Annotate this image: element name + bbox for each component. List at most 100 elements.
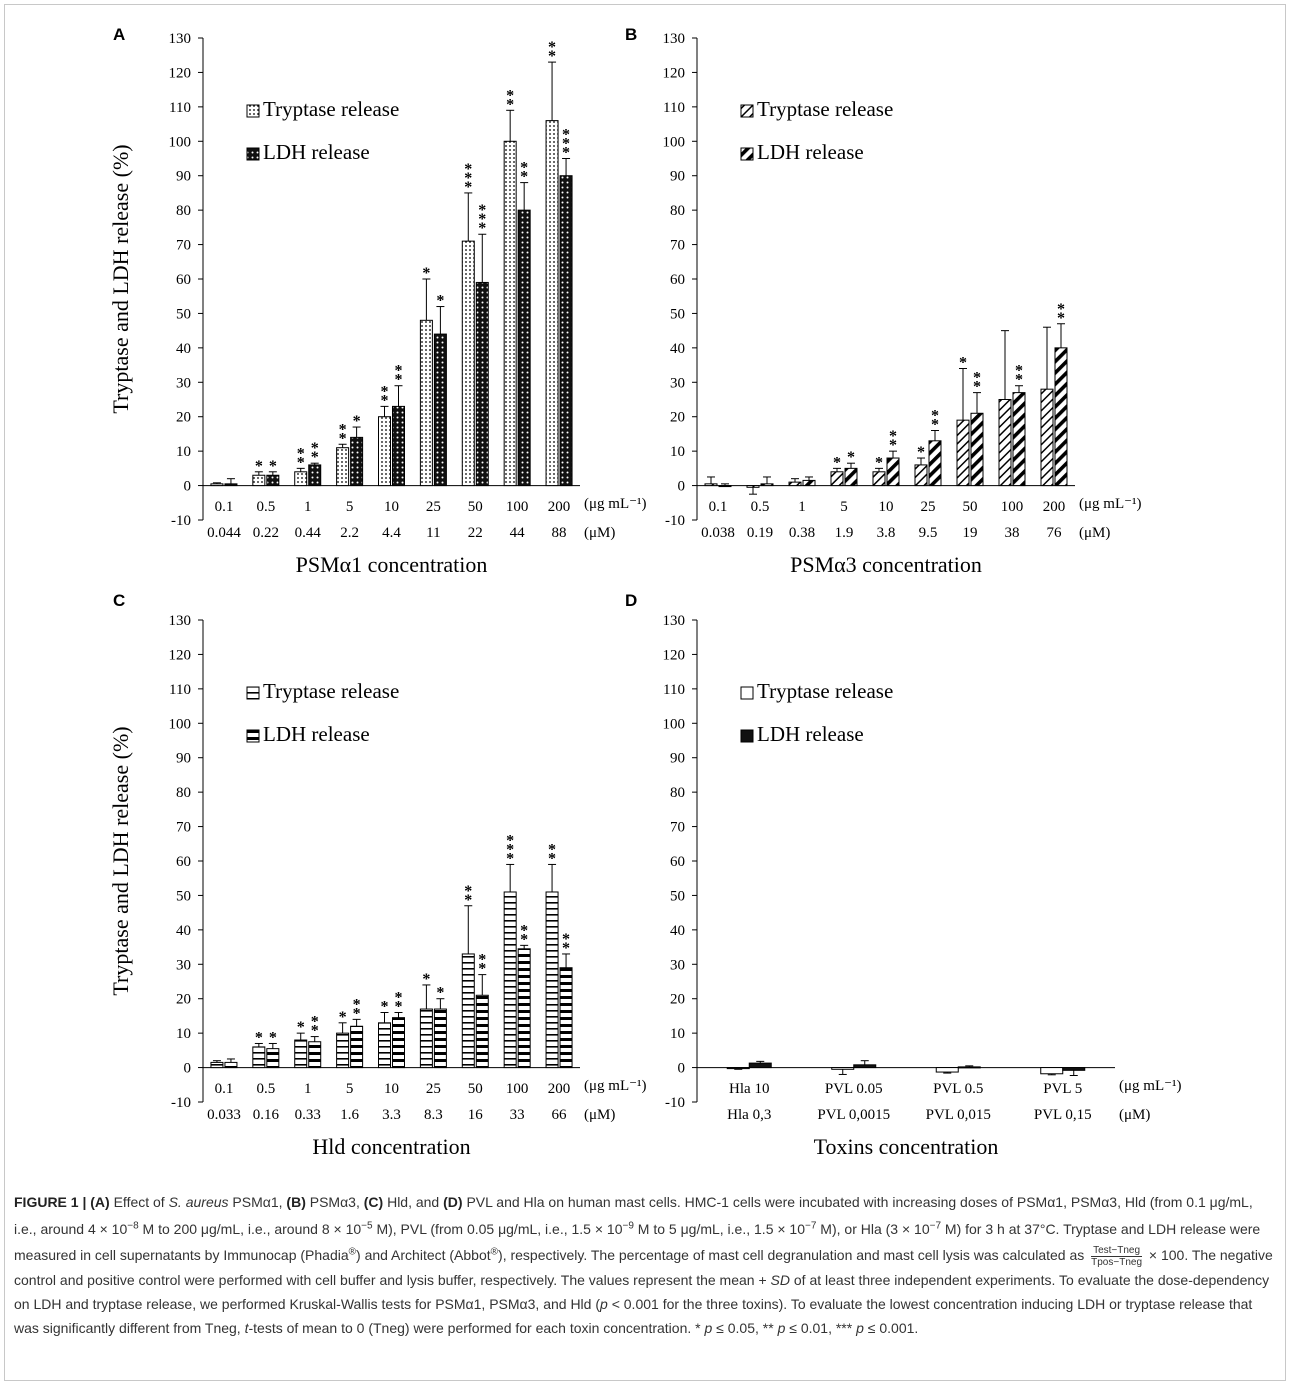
legend-label: LDH release	[263, 140, 370, 164]
x-tick-label: 0.5	[751, 499, 770, 515]
x-tick-label-molar: 0.033	[207, 1107, 241, 1123]
figure-frame	[4, 4, 1286, 1381]
unit-molar: (μM)	[584, 1107, 615, 1123]
significance-stars: *	[255, 458, 263, 475]
significance-stars: *	[381, 998, 389, 1015]
y-tick-label: 30	[670, 375, 685, 391]
caption-fragment: ®	[348, 1246, 357, 1258]
bar-ldh	[517, 209, 531, 487]
y-tick-label: 70	[176, 820, 191, 836]
x-tick-label: 0.1	[215, 1081, 234, 1097]
y-tick-label: 80	[176, 203, 191, 219]
bar-tryptase	[336, 447, 350, 487]
x-tick-label: 0.5	[256, 499, 275, 515]
x-tick-label: 25	[426, 499, 441, 515]
bar-ldh	[886, 457, 900, 487]
x-tick-label-molar: 11	[426, 525, 440, 541]
significance-stars: *	[917, 444, 925, 461]
y-tick-label: 110	[663, 100, 685, 116]
caption-fragment: < 0.001 for the three toxins). To evalua…	[14, 1296, 1253, 1337]
y-axis-label: Tryptase and LDH release (%)	[108, 144, 133, 413]
significance-stars: *	[562, 127, 570, 144]
caption-fragment: ), respectively. The percentage of mast …	[498, 1247, 1089, 1264]
x-tick-label: 100	[506, 1081, 529, 1097]
caption-fragment: ≤ 0.001.	[863, 1320, 919, 1337]
y-tick-label: 60	[670, 272, 685, 288]
significance-stars: *	[973, 379, 981, 396]
legend-swatch	[740, 104, 754, 118]
x-tick-label-molar: 66	[552, 1107, 568, 1123]
significance-stars: *	[395, 363, 403, 380]
bar-ldh	[350, 436, 364, 487]
caption-fragment: M), PVL (from 0.05 μg/mL, i.e., 1.5 × 10	[372, 1220, 623, 1237]
x-tick-label: 0.1	[215, 499, 234, 515]
y-axis-label: Tryptase and LDH release (%)	[108, 726, 133, 995]
panel-letter: A	[113, 25, 125, 44]
significance-stars: *	[1057, 310, 1065, 327]
legend-label: Tryptase release	[757, 679, 893, 703]
bar-tryptase	[1040, 1067, 1064, 1075]
y-tick-label: 0	[184, 479, 192, 495]
y-tick-label: 90	[670, 751, 685, 767]
bar-ldh	[853, 1064, 877, 1069]
x-tick-label: 25	[921, 499, 936, 515]
significance-stars: *	[520, 169, 528, 186]
x-tick-label: 10	[384, 499, 399, 515]
caption-fragment: p	[600, 1296, 608, 1313]
x-tick-label: 0.1	[709, 499, 728, 515]
y-tick-label: 50	[176, 888, 191, 904]
x-tick-label-molar: PVL 0,015	[926, 1107, 991, 1123]
significance-stars: *	[973, 370, 981, 387]
bar-tryptase	[914, 464, 928, 487]
x-tick-label: 1	[304, 1081, 312, 1097]
bar-ldh	[308, 464, 322, 487]
x-tick-label-molar: 0.38	[789, 525, 815, 541]
caption-fragment: (A)	[90, 1194, 110, 1210]
significance-stars: *	[506, 850, 514, 867]
caption-fragment: (B)	[286, 1194, 306, 1210]
x-axis-title: PSMα1 concentration	[296, 552, 488, 577]
significance-stars: *	[506, 832, 514, 849]
bar-tryptase	[210, 483, 224, 487]
significance-stars: *	[381, 383, 389, 400]
y-tick-label: 10	[176, 1026, 191, 1042]
legend-swatch	[246, 104, 260, 118]
bar-ldh	[475, 281, 489, 487]
y-tick-label: 20	[670, 992, 685, 1008]
bar-ldh	[970, 412, 984, 487]
legend-label: Tryptase release	[757, 97, 893, 121]
y-tick-label: 40	[176, 341, 191, 357]
y-tick-label: 40	[670, 923, 685, 939]
x-tick-label: 200	[548, 1081, 571, 1097]
unit-molar: (μM)	[584, 525, 615, 541]
bar-ldh	[844, 467, 858, 487]
legend-label: Tryptase release	[263, 97, 399, 121]
bar-ldh	[392, 405, 405, 487]
significance-stars: *	[562, 145, 570, 162]
significance-stars: *	[520, 931, 528, 948]
caption-fragment: PVL and Hla on human mast cells. HMC-1 c…	[14, 1194, 1253, 1237]
significance-stars: *	[562, 136, 570, 153]
x-axis-title: Hld concentration	[312, 1134, 470, 1159]
y-tick-label: 10	[670, 444, 685, 460]
caption-fragment: −7	[929, 1220, 942, 1231]
x-tick-label-molar: Hla 0,3	[727, 1107, 771, 1123]
bar-tryptase	[788, 481, 802, 487]
y-tick-label: 60	[176, 854, 191, 870]
significance-stars: *	[478, 202, 486, 219]
caption-fragment: t	[244, 1320, 249, 1337]
x-tick-label-molar: 76	[1047, 525, 1063, 541]
significance-stars: *	[311, 1023, 319, 1040]
y-tick-label: 20	[670, 410, 685, 426]
x-tick-label-molar: 1.6	[340, 1107, 359, 1123]
bar-tryptase	[746, 485, 760, 488]
x-tick-label: 50	[963, 499, 978, 515]
x-tick-label-molar: 0.19	[747, 525, 773, 541]
caption-fragment: Hld, and	[383, 1194, 444, 1210]
y-tick-label: 40	[176, 923, 191, 939]
significance-stars: *	[464, 892, 472, 909]
y-tick-label: 70	[670, 238, 685, 254]
x-tick-label-molar: 88	[552, 525, 567, 541]
y-tick-label: 120	[169, 647, 192, 663]
panel-b: B-1001020304050607080901001101201300.10.…	[625, 25, 1142, 577]
